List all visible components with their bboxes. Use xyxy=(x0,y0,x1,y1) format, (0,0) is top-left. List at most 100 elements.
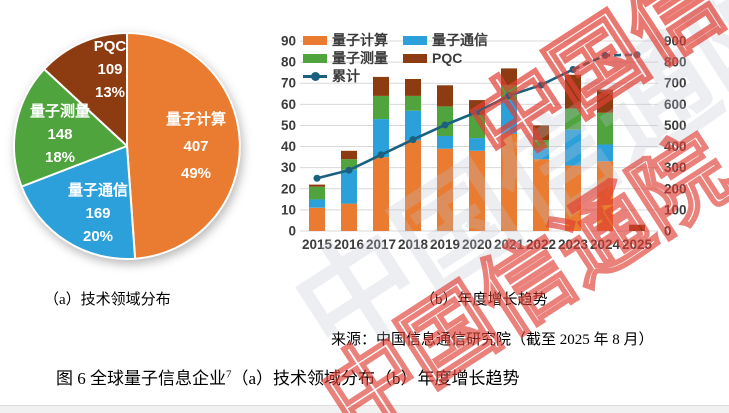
x-axis-tick: 2024 xyxy=(590,237,621,252)
x-axis-tick: 2022 xyxy=(526,237,556,252)
bar-segment xyxy=(341,203,357,231)
bar-segment xyxy=(405,140,421,231)
bar-segment xyxy=(533,125,549,141)
bar-segment xyxy=(405,79,421,96)
legend-label: 量子通信 xyxy=(432,32,488,48)
legend-line-marker-icon xyxy=(303,71,327,81)
pie-chart: 量子计算 407 49% 量子通信 169 20% 量子测量 148 18% P… xyxy=(8,22,246,272)
bar-segment xyxy=(437,136,453,149)
pie-slice xyxy=(20,145,137,260)
bar-segment xyxy=(533,140,549,149)
left-axis-tick: 10 xyxy=(281,202,296,217)
left-axis-tick: 90 xyxy=(281,34,296,49)
bar-segment xyxy=(501,100,517,134)
left-axis-tick: 60 xyxy=(281,97,296,112)
bar-segment xyxy=(437,106,453,136)
cumulative-line-marker xyxy=(441,121,449,129)
right-axis-tick: 900 xyxy=(664,34,687,49)
bar-segment xyxy=(309,184,325,187)
bar-segment xyxy=(565,74,581,109)
legend-item-pqc: PQC xyxy=(403,50,503,66)
cumulative-line-marker xyxy=(377,151,385,159)
caption-footnote-ref: 7 xyxy=(226,368,232,381)
legend-row-2: 量子测量 PQC xyxy=(303,49,503,67)
legend-item-quantum-measurement: 量子测量 xyxy=(303,48,403,68)
x-axis-tick: 2023 xyxy=(558,237,589,252)
bar-legend: 量子计算 量子通信 量子测量 PQC xyxy=(303,31,503,85)
legend-label: 量子测量 xyxy=(332,50,388,66)
left-axis-tick: 50 xyxy=(281,118,296,133)
bar-segment xyxy=(405,110,421,141)
x-axis-tick: 2016 xyxy=(334,237,365,252)
cumulative-line-marker xyxy=(409,136,417,144)
x-axis-tick: 2015 xyxy=(302,237,333,252)
source-note: 来源：中国信息通信研究院（截至 2025 年 8 月） xyxy=(331,332,654,348)
left-axis-tick: 40 xyxy=(281,139,296,154)
legend-swatch-blue xyxy=(403,35,427,45)
left-axis-tick: 30 xyxy=(281,160,296,175)
panel-a-label: （a）技术领域分布 xyxy=(44,292,171,308)
legend-row-3: 累计 xyxy=(303,67,503,85)
left-axis-tick: 0 xyxy=(288,224,296,239)
left-axis-tick: 80 xyxy=(281,55,296,70)
legend-label: 量子计算 xyxy=(332,32,388,48)
bottom-edge-strip xyxy=(0,405,729,413)
bar-segment xyxy=(437,85,453,107)
pie-slice xyxy=(43,32,128,147)
bar-segment xyxy=(437,148,453,231)
right-axis-tick: 0 xyxy=(664,224,672,239)
right-axis-tick: 200 xyxy=(664,181,687,196)
bar-segment xyxy=(533,148,549,160)
pie-slice xyxy=(126,32,241,260)
x-axis-tick: 2018 xyxy=(398,237,429,252)
bar-chart: 0 0 10 100 20 200 30 300 40 400 50 500 60 600 70 700 80 8… xyxy=(270,26,696,266)
cumulative-line-marker xyxy=(601,51,609,59)
bar-segment xyxy=(341,150,357,160)
legend-swatch-green xyxy=(303,53,327,63)
cumulative-line-marker xyxy=(569,66,577,73)
legend-label: PQC xyxy=(432,50,463,66)
bar-segment xyxy=(309,207,325,231)
cumulative-line-marker xyxy=(313,174,321,182)
legend-item-quantum-computing: 量子计算 xyxy=(303,30,403,50)
bar-segment xyxy=(565,165,581,231)
bar-segment xyxy=(565,129,581,166)
legend-dot-icon xyxy=(311,71,320,81)
pie-svg xyxy=(13,32,241,260)
caption-prefix: 图 6 全球量子信息企业 xyxy=(56,369,226,388)
right-axis-tick: 400 xyxy=(664,139,687,154)
left-axis-tick: 20 xyxy=(281,181,296,196)
caption-suffix: （a）技术领域分布（b）年度增长趋势 xyxy=(231,369,520,388)
bar-segment xyxy=(373,76,389,96)
pie-slice xyxy=(13,68,128,188)
bar-segment xyxy=(597,112,613,145)
cumulative-line-marker xyxy=(633,51,641,59)
bar-segment xyxy=(469,114,485,139)
x-axis-tick: 2025 xyxy=(622,237,653,252)
legend-item-quantum-communication: 量子通信 xyxy=(403,30,503,50)
x-axis-tick: 2020 xyxy=(462,237,492,252)
right-axis-tick: 300 xyxy=(664,160,687,175)
bar-segment xyxy=(565,108,581,130)
cumulative-line-marker xyxy=(473,108,481,116)
bar-segment xyxy=(373,95,389,120)
x-axis-tick: 2017 xyxy=(366,237,396,252)
cumulative-line-marker xyxy=(537,81,545,89)
left-axis-tick: 70 xyxy=(281,76,296,91)
bar-segment xyxy=(501,68,517,86)
legend-swatch-brown xyxy=(403,53,427,63)
bar-segment xyxy=(341,169,357,204)
legend-swatch-orange xyxy=(303,35,327,45)
bar-segment xyxy=(533,159,549,231)
bar-segment xyxy=(405,95,421,111)
bar-segment xyxy=(597,144,613,162)
bar-segment xyxy=(373,119,389,158)
right-axis-tick: 600 xyxy=(664,97,687,112)
bar-segment xyxy=(469,150,485,231)
bar-segment xyxy=(373,157,389,231)
figure-caption: 图 6 全球量子信息企业7（a）技术领域分布（b）年度增长趋势 xyxy=(56,364,520,389)
x-axis-tick: 2019 xyxy=(430,237,460,252)
bar-segment xyxy=(501,133,517,231)
bar-segment xyxy=(341,159,357,170)
